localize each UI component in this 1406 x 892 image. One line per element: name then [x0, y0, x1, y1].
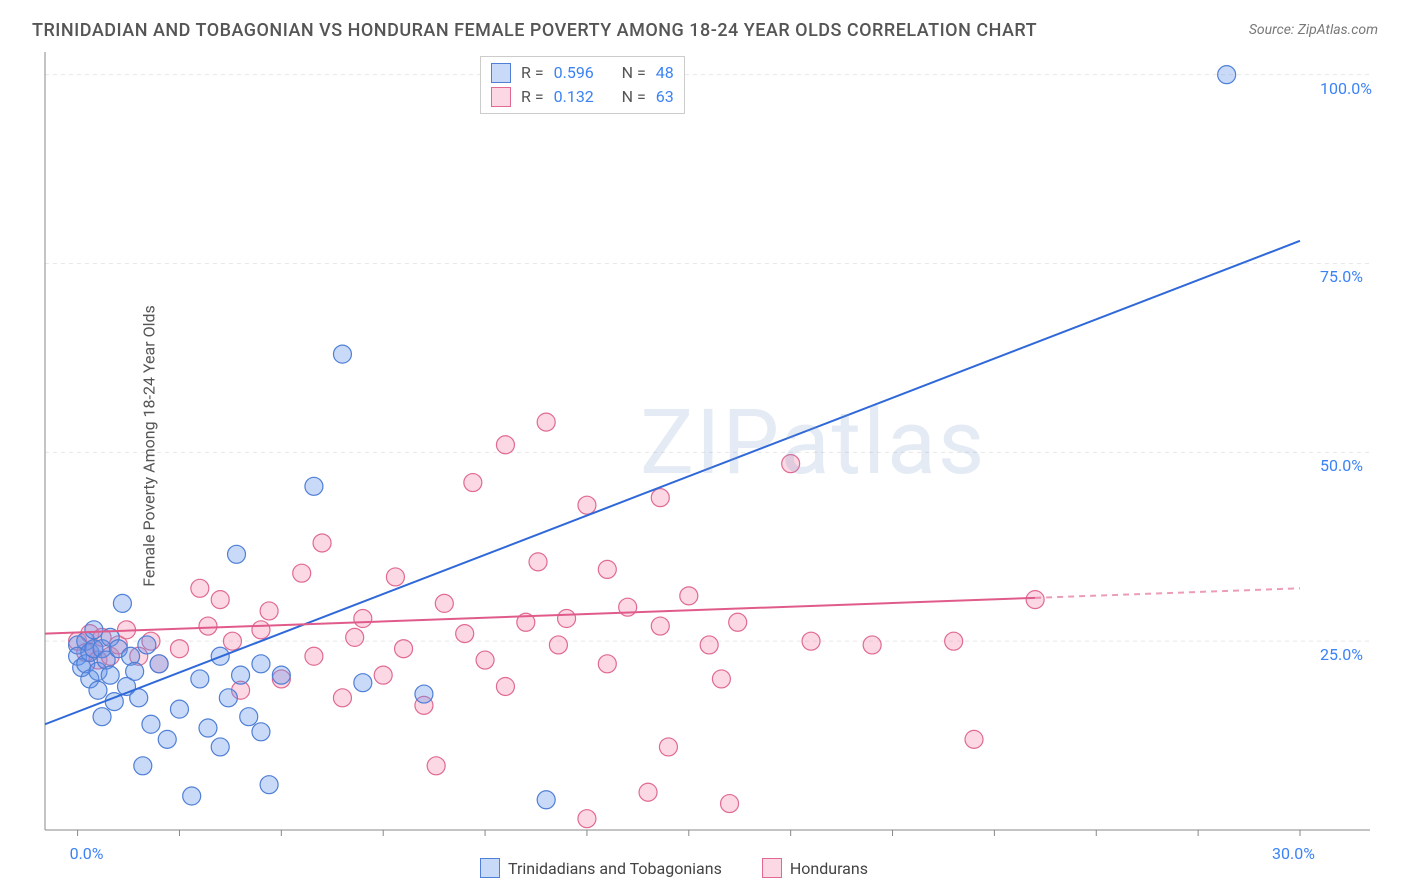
n-value-series2: 63 [656, 85, 674, 109]
n-label: N = [622, 61, 646, 85]
legend-item-series2: Hondurans [762, 858, 868, 878]
x-tick-label: 30.0% [1272, 844, 1315, 863]
legend-label-series2: Hondurans [790, 859, 868, 878]
r-value-series2: 0.132 [554, 85, 604, 109]
n-label: N = [622, 85, 646, 109]
x-tick-label: 0.0% [70, 844, 104, 863]
y-tick-label: 75.0% [1320, 267, 1363, 286]
legend-item-series1: Trinidadians and Tobagonians [480, 858, 722, 878]
r-label: R = [521, 61, 544, 85]
stats-row-series1: R = 0.596 N = 48 [491, 61, 674, 85]
swatch-series2 [491, 87, 511, 107]
scatter-chart [0, 0, 1406, 892]
y-tick-label: 50.0% [1320, 456, 1363, 475]
y-tick-label: 25.0% [1320, 645, 1363, 664]
legend-label-series1: Trinidadians and Tobagonians [508, 859, 722, 878]
swatch-series1 [491, 63, 511, 83]
y-tick-label: 100.0% [1320, 79, 1372, 98]
swatch-series2-legend [762, 858, 782, 878]
swatch-series1-legend [480, 858, 500, 878]
legend-bottom: Trinidadians and Tobagonians Hondurans [480, 858, 868, 878]
correlation-stats-box: R = 0.596 N = 48 R = 0.132 N = 63 [480, 56, 685, 114]
r-value-series1: 0.596 [554, 61, 604, 85]
r-label: R = [521, 85, 544, 109]
n-value-series1: 48 [656, 61, 674, 85]
stats-row-series2: R = 0.132 N = 63 [491, 85, 674, 109]
